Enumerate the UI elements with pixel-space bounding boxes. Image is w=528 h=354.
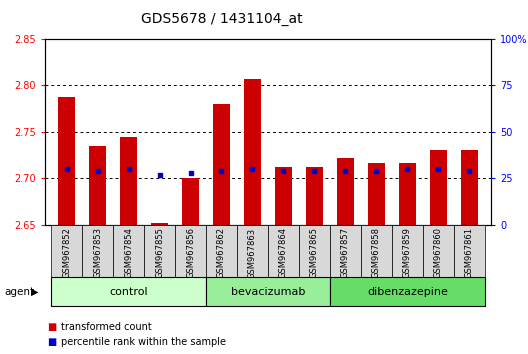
Bar	[58, 97, 75, 225]
Bar	[430, 150, 447, 225]
Bar	[144, 225, 175, 278]
Bar	[213, 104, 230, 225]
Bar	[275, 167, 292, 225]
Text: ■: ■	[48, 337, 57, 347]
Text: GSM967862: GSM967862	[217, 227, 226, 279]
Bar	[206, 225, 237, 278]
Bar	[206, 277, 330, 306]
Bar	[423, 225, 454, 278]
Bar	[330, 225, 361, 278]
Text: agent: agent	[4, 287, 34, 297]
Bar	[175, 225, 206, 278]
Text: GSM967864: GSM967864	[279, 227, 288, 279]
Bar	[368, 164, 385, 225]
Text: control: control	[109, 287, 148, 297]
Text: GSM967854: GSM967854	[124, 227, 133, 278]
Text: ■: ■	[48, 322, 57, 332]
Text: percentile rank within the sample: percentile rank within the sample	[61, 337, 226, 347]
Bar	[51, 225, 82, 278]
Text: GSM967860: GSM967860	[434, 227, 443, 279]
Bar	[89, 146, 106, 225]
Text: GSM967856: GSM967856	[186, 227, 195, 279]
Bar	[299, 225, 330, 278]
Text: ▶: ▶	[31, 287, 38, 297]
Bar	[337, 158, 354, 225]
Bar	[306, 167, 323, 225]
Text: GSM967858: GSM967858	[372, 227, 381, 279]
Bar	[361, 225, 392, 278]
Bar	[399, 162, 416, 225]
Text: GSM967852: GSM967852	[62, 227, 71, 278]
Bar	[244, 79, 261, 225]
Bar	[182, 178, 199, 225]
Text: GSM967855: GSM967855	[155, 227, 164, 278]
Bar	[151, 223, 168, 225]
Text: transformed count: transformed count	[61, 322, 152, 332]
Bar	[461, 150, 478, 225]
Bar	[454, 225, 485, 278]
Text: GSM967853: GSM967853	[93, 227, 102, 279]
Text: bevacizumab: bevacizumab	[231, 287, 305, 297]
Bar	[237, 225, 268, 278]
Bar	[51, 277, 206, 306]
Text: GSM967857: GSM967857	[341, 227, 350, 279]
Bar	[330, 277, 485, 306]
Text: GSM967861: GSM967861	[465, 227, 474, 279]
Text: GDS5678 / 1431104_at: GDS5678 / 1431104_at	[141, 12, 303, 27]
Text: GSM967865: GSM967865	[310, 227, 319, 279]
Text: dibenzazepine: dibenzazepine	[367, 287, 448, 297]
Bar	[392, 225, 423, 278]
Bar	[120, 137, 137, 225]
Text: GSM967859: GSM967859	[403, 227, 412, 278]
Bar	[82, 225, 113, 278]
Text: GSM967863: GSM967863	[248, 227, 257, 279]
Bar	[268, 225, 299, 278]
Bar	[113, 225, 144, 278]
